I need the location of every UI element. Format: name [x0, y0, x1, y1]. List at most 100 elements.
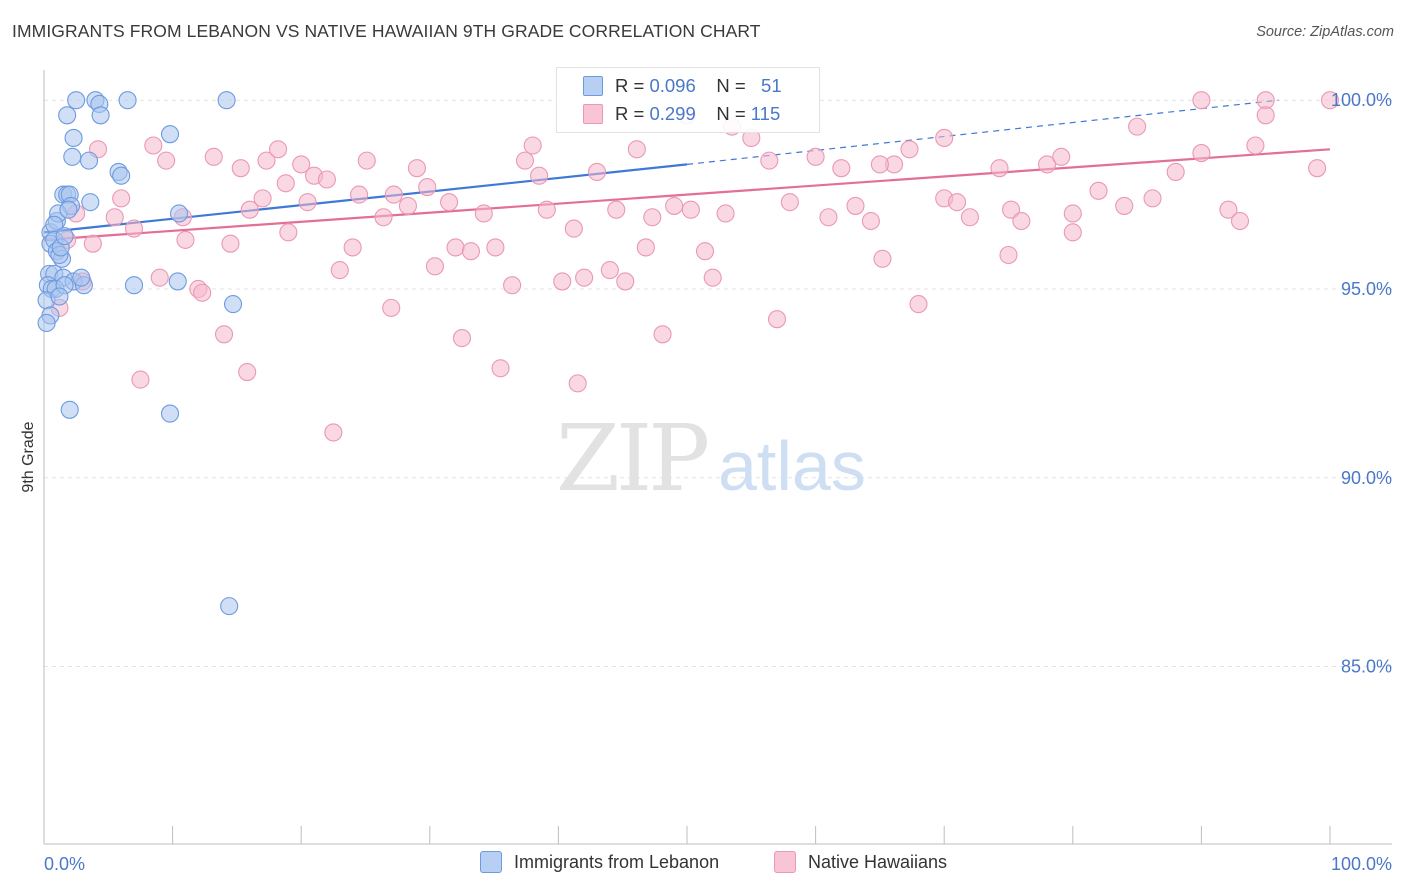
point-hawaiian — [600, 261, 619, 280]
y-axis-title: 9th Grade — [20, 421, 37, 492]
point-hawaiian — [298, 193, 317, 212]
point-hawaiian — [124, 219, 144, 238]
point-hawaiian — [873, 249, 892, 268]
point-lebanon — [37, 313, 56, 333]
point-lebanon — [50, 287, 69, 306]
point-hawaiian — [636, 238, 655, 257]
legend-n-label: N = — [716, 75, 746, 96]
point-hawaiian — [1192, 91, 1211, 110]
point-lebanon — [64, 128, 83, 148]
point-hawaiian — [999, 245, 1018, 265]
point-hawaiian — [279, 223, 298, 242]
trend-line-hawaiian — [43, 148, 1331, 241]
point-hawaiian — [537, 200, 556, 219]
point-hawaiian — [407, 159, 426, 178]
x-tick-label: 100.0% — [1331, 854, 1392, 874]
point-lebanon — [118, 91, 137, 110]
point-hawaiian — [112, 189, 131, 208]
point-hawaiian — [523, 136, 542, 155]
point-hawaiian — [1192, 144, 1211, 163]
trend-line-lebanon-extrapolated — [686, 99, 1279, 165]
point-hawaiian — [357, 151, 376, 170]
legend-r-value: 0.299 — [649, 103, 696, 124]
watermark: ZIP atlas — [556, 405, 866, 512]
axes — [43, 70, 1392, 845]
legend-r-value: 0.096 — [649, 75, 696, 96]
point-lebanon — [223, 295, 243, 314]
point-hawaiian — [317, 170, 336, 189]
point-hawaiian — [1063, 204, 1082, 223]
point-hawaiian — [257, 151, 276, 170]
point-hawaiian — [330, 261, 349, 280]
legend-r-label: R = — [615, 103, 645, 124]
point-hawaiian — [695, 242, 715, 261]
point-hawaiian — [374, 208, 393, 227]
point-hawaiian — [1038, 155, 1057, 174]
point-hawaiian — [846, 196, 865, 215]
point-hawaiian — [253, 189, 272, 208]
point-hawaiian — [461, 242, 481, 261]
point-lebanon — [58, 106, 77, 125]
point-hawaiian — [575, 268, 594, 287]
point-lebanon — [55, 227, 74, 246]
point-hawaiian — [486, 238, 505, 257]
point-hawaiian — [83, 234, 102, 253]
legend-n-label: N = — [716, 103, 746, 124]
point-hawaiian — [276, 174, 295, 193]
point-hawaiian — [150, 268, 169, 287]
point-hawaiian — [806, 147, 825, 166]
point-hawaiian — [1052, 147, 1071, 166]
legend-item-hawaiian: Native Hawaiians — [774, 851, 947, 873]
legend-swatch-hawaiian — [774, 851, 796, 873]
point-hawaiian — [948, 193, 967, 212]
data-points — [37, 91, 1340, 616]
point-hawaiian — [1219, 200, 1238, 219]
point-hawaiian — [1256, 91, 1275, 110]
point-hawaiian — [1308, 159, 1327, 178]
point-lebanon — [160, 404, 180, 423]
legend-swatch-hawaiian — [583, 104, 603, 124]
point-lebanon — [124, 276, 144, 295]
point-hawaiian — [418, 177, 437, 197]
point-hawaiian — [767, 310, 787, 329]
chart-title: IMMIGRANTS FROM LEBANON VS NATIVE HAWAII… — [12, 21, 761, 41]
point-lebanon — [168, 272, 187, 291]
point-hawaiian — [425, 257, 444, 276]
point-hawaiian — [176, 230, 195, 249]
point-hawaiian — [446, 238, 465, 257]
point-hawaiian — [452, 329, 472, 348]
point-hawaiian — [832, 159, 851, 178]
point-hawaiian — [157, 151, 176, 170]
legend-swatch-lebanon — [583, 76, 603, 96]
y-tick-label: 100.0% — [1331, 90, 1392, 110]
point-hawaiian — [960, 208, 979, 227]
point-hawaiian — [384, 185, 403, 204]
legend-label-lebanon: Immigrants from Lebanon — [514, 851, 720, 872]
point-hawaiian — [1115, 196, 1134, 215]
legend-label-hawaiian: Native Hawaiians — [808, 851, 948, 872]
gridlines — [44, 99, 1392, 668]
point-lebanon — [112, 166, 131, 185]
point-hawaiian — [681, 200, 700, 219]
point-lebanon — [59, 200, 78, 219]
stats-legend: R = 0.096 N = 51 R = 0.299 N = 115 — [556, 67, 820, 133]
point-hawaiian — [900, 140, 919, 159]
point-hawaiian — [568, 374, 587, 393]
series-legend: Immigrants from Lebanon Native Hawaiians — [0, 851, 1406, 879]
point-hawaiian — [231, 159, 250, 178]
point-hawaiian — [780, 193, 799, 212]
point-hawaiian — [382, 298, 401, 317]
point-hawaiian — [350, 185, 369, 204]
point-hawaiian — [616, 272, 635, 291]
point-hawaiian — [564, 219, 583, 238]
point-hawaiian — [553, 272, 572, 291]
point-hawaiian — [269, 140, 288, 159]
point-lebanon — [81, 193, 100, 212]
point-hawaiian — [909, 295, 928, 314]
point-hawaiian — [324, 423, 343, 442]
point-hawaiian — [1063, 223, 1082, 242]
legend-row-lebanon: R = 0.096 N = 51 — [557, 72, 782, 100]
point-lebanon — [217, 91, 236, 110]
point-lebanon — [220, 597, 239, 616]
